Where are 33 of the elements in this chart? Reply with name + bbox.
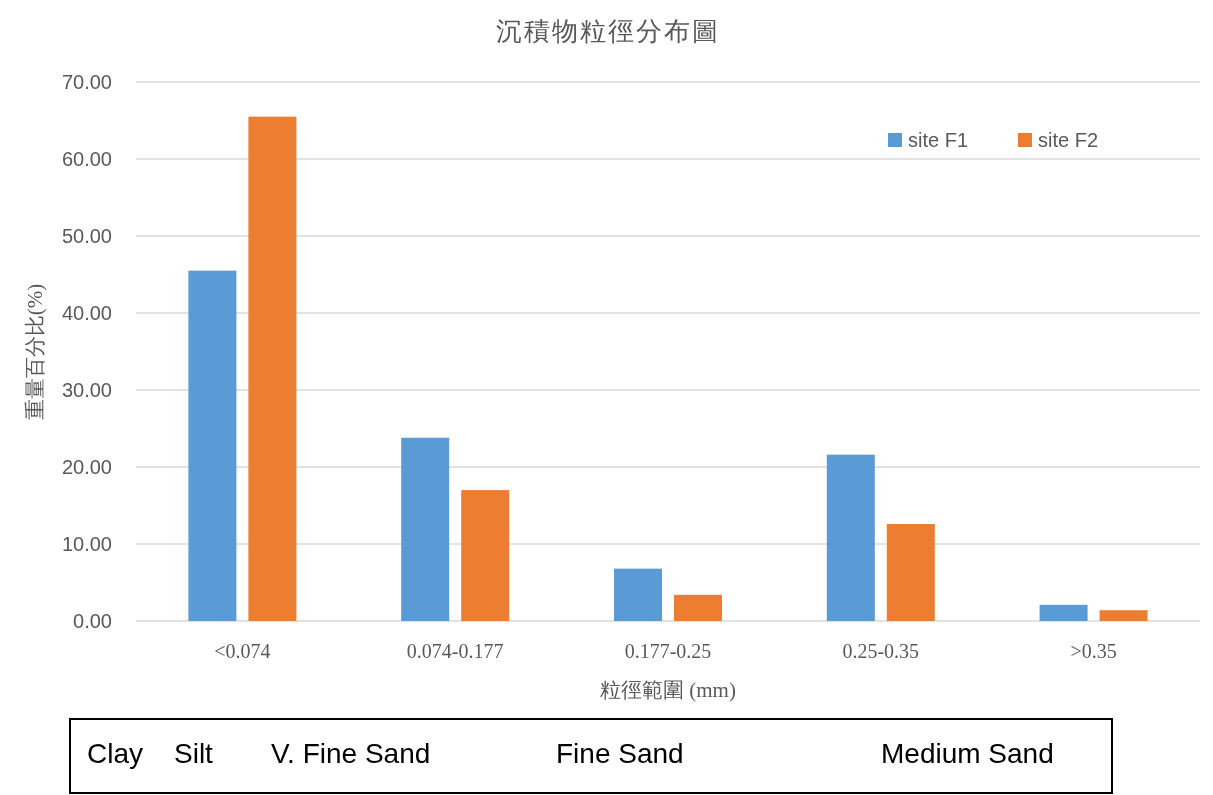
bar [1039,604,1088,621]
legend-label: site F2 [1038,129,1099,151]
y-tick-label: 30.00 [61,379,112,401]
bar [886,523,935,621]
x-tick-label: >0.35 [1070,640,1117,662]
legend-label: site F1 [908,129,969,151]
y-tick-label: 70.00 [61,71,112,93]
bar [188,270,237,621]
x-axis-title: 粒徑範圍 (mm) [600,678,736,702]
bar [1099,610,1148,621]
x-tick-label: 0.177-0.25 [624,640,712,662]
x-tick-label: <0.074 [214,640,271,662]
text: Silt [174,738,214,769]
y-tick-label: 50.00 [61,225,112,247]
bar [401,437,450,621]
y-tick-label: 60.00 [61,148,112,170]
bar [461,490,510,621]
chart-title: 沉積物粒徑分布圖 [496,17,720,46]
x-tick-label: 0.074-0.177 [406,640,504,662]
text: Medium Sand [881,738,1054,769]
x-tick-label: 0.25-0.35 [842,640,920,662]
bar [826,454,875,621]
bar [248,116,297,621]
y-tick-label: 20.00 [61,456,112,478]
text: V. Fine Sand [271,738,431,769]
text: Fine Sand [556,738,684,769]
y-tick-label: 40.00 [61,302,112,324]
y-axis-title: 重量百分比(%) [23,283,47,421]
bar [674,594,722,621]
y-tick-label: 10.00 [61,533,112,555]
bar [614,568,662,621]
text: Clay [87,738,144,769]
y-tick-label: 0.00 [73,610,112,632]
